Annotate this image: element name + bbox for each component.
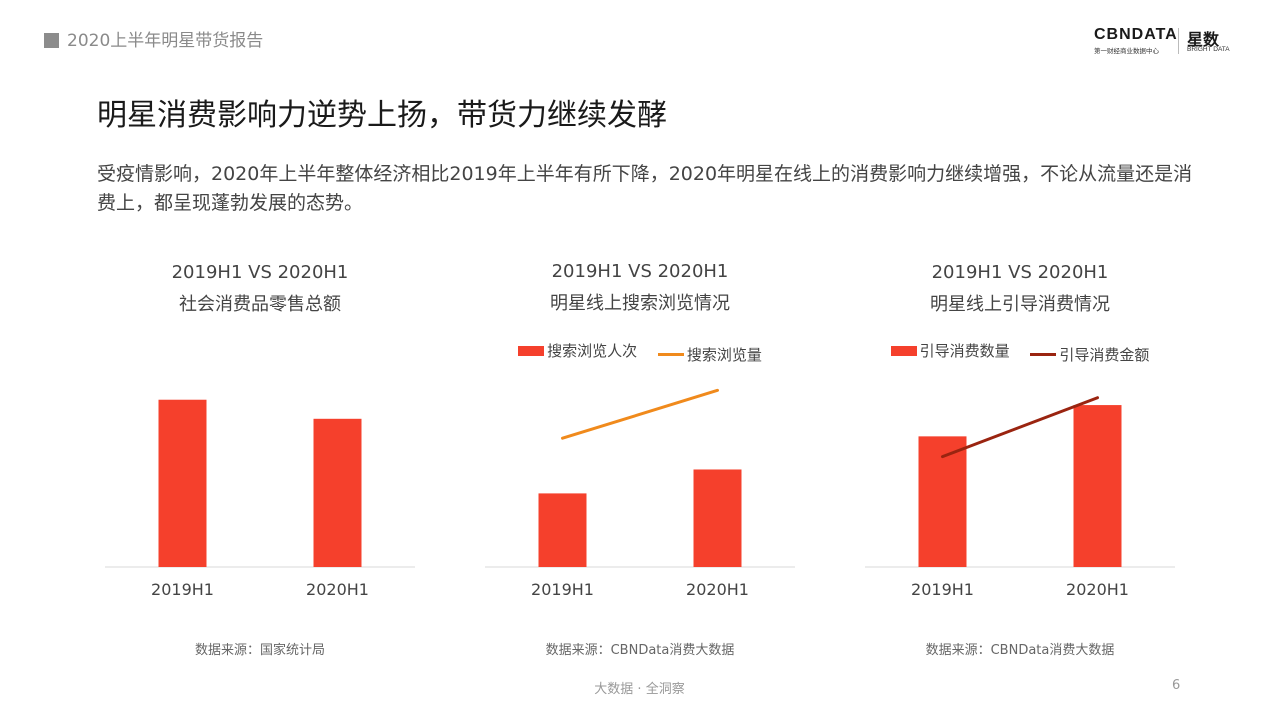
x-tick-label: 2020H1 bbox=[306, 580, 369, 599]
chart-source: 数据来源：CBNData消费大数据 bbox=[545, 643, 735, 658]
cbndata-logo-subtext: 第一财经商业数据中心 bbox=[1094, 47, 1159, 55]
bar-2019H1 bbox=[538, 493, 587, 567]
chart-source: 数据来源：CBNData消费大数据 bbox=[925, 643, 1115, 658]
chart-legend: 引导消费数量 引导消费金额 bbox=[860, 340, 1180, 365]
legend-item-bar: 搜索浏览人次 bbox=[518, 340, 637, 361]
bar-2020H1 bbox=[1073, 405, 1122, 567]
x-tick-label: 2019H1 bbox=[531, 580, 594, 599]
legend-item-bar: 引导消费数量 bbox=[890, 340, 1010, 361]
chart-title: 明星线上搜索浏览情况 bbox=[550, 293, 730, 314]
line-series-2 bbox=[941, 396, 1099, 459]
bar-2019H1 bbox=[158, 399, 207, 567]
bar-2020H1 bbox=[693, 469, 742, 567]
legend-label: 搜索浏览量 bbox=[686, 345, 762, 364]
report-title: 2020上半年明星带货报告 bbox=[67, 31, 264, 51]
slide-body-text: 受疫情影响，2020年上半年整体经济相比2019年上半年有所下降，2020年明星… bbox=[97, 163, 1193, 214]
x-tick-label: 2019H1 bbox=[151, 580, 214, 599]
chart-guided-consumption: 2019H1 VS 2020H1 明星线上引导消费情况 引导消费数量 引导消费金… bbox=[860, 255, 1180, 665]
x-tick-label: 2020H1 bbox=[686, 580, 749, 599]
x-tick-label: 2020H1 bbox=[1066, 580, 1129, 599]
legend-label: 引导消费数量 bbox=[919, 342, 1010, 360]
legend-item-line: 搜索浏览量 bbox=[657, 344, 762, 365]
chart-legend: 搜索浏览人次 搜索浏览量 bbox=[480, 340, 800, 365]
chart-source: 数据来源：国家统计局 bbox=[194, 643, 325, 658]
legend-bar-swatch bbox=[890, 345, 917, 356]
cbndata-logo-text: CBNDATA bbox=[1094, 26, 1178, 43]
chart-title: 明星线上引导消费情况 bbox=[930, 294, 1110, 315]
chart-subtitle: 2019H1 VS 2020H1 bbox=[931, 262, 1109, 283]
legend-line-swatch bbox=[1030, 352, 1057, 356]
slide-headline: 明星消费影响力逆势上扬，带货力继续发酵 bbox=[97, 98, 667, 133]
page-number: 6 bbox=[1172, 678, 1181, 693]
xingshu-logo-subtext: BRIGHT DATA bbox=[1187, 46, 1230, 53]
chart-subtitle: 2019H1 VS 2020H1 bbox=[551, 261, 729, 282]
bar-2019H1 bbox=[918, 436, 967, 567]
legend-item-line: 引导消费金额 bbox=[1030, 344, 1149, 365]
bar-2020H1 bbox=[313, 418, 362, 567]
chart-title: 社会消费品零售总额 bbox=[179, 294, 341, 315]
line-series-1 bbox=[561, 388, 719, 440]
xingshu-logo-text: 星数 bbox=[1187, 30, 1220, 49]
logo-divider bbox=[1178, 28, 1179, 54]
legend-bar-swatch bbox=[518, 345, 545, 356]
legend-label: 引导消费金额 bbox=[1059, 345, 1150, 364]
chart-retail-sales: 2019H1 VS 2020H1 社会消费品零售总额 2019H1 2020H1 … bbox=[100, 255, 420, 665]
header-square-icon bbox=[44, 33, 59, 48]
chart-plot: 2019H1 2020H1 bbox=[105, 399, 415, 599]
legend-label: 搜索浏览人次 bbox=[547, 342, 638, 360]
chart-subtitle: 2019H1 VS 2020H1 bbox=[171, 262, 349, 283]
footer-slogan: 大数据 · 全洞察 bbox=[594, 682, 685, 697]
chart-plot: 2019H1 2020H1 bbox=[485, 388, 795, 599]
chart-search-browse: 2019H1 VS 2020H1 明星线上搜索浏览情况 搜索浏览人次 搜索浏览量… bbox=[480, 255, 800, 665]
chart-plot: 2019H1 2020H1 bbox=[865, 396, 1175, 599]
x-tick-label: 2019H1 bbox=[911, 580, 974, 599]
legend-line-swatch bbox=[657, 352, 684, 356]
